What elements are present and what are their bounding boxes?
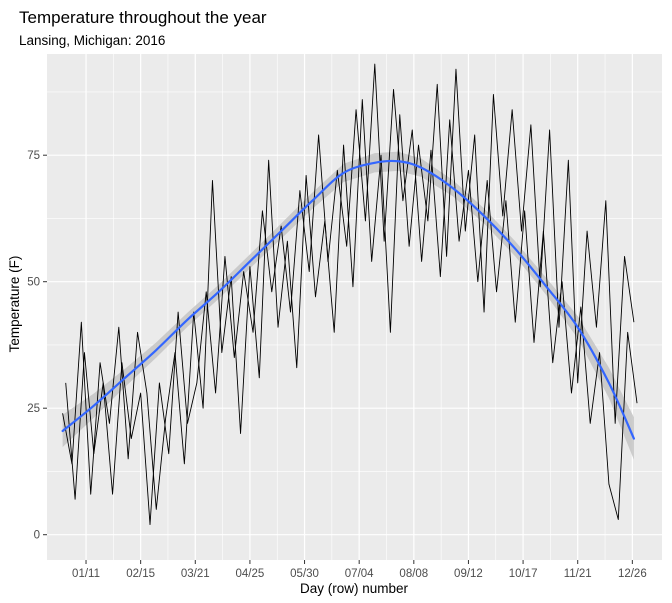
y-tick-label: 50 <box>27 277 40 289</box>
y-tick-label: 25 <box>27 403 40 415</box>
x-tick-label: 10/17 <box>509 568 538 580</box>
x-tick-label: 05/30 <box>290 568 319 580</box>
x-axis-title: Day (row) number <box>300 581 409 596</box>
smooth-trend-line <box>61 159 635 440</box>
chart-title: Temperature throughout the year <box>19 8 267 27</box>
temperature-line-2 <box>65 63 638 526</box>
y-tick-label: 0 <box>34 530 40 542</box>
chart-subtitle: Lansing, Michigan: 2016 <box>19 33 165 48</box>
x-tick-label: 09/12 <box>454 568 483 580</box>
x-tick-label: 11/21 <box>564 568 592 580</box>
series-layer <box>61 63 638 526</box>
axis-layer: 01/11 02/15 03/21 04/25 05/30 07/04 08/08 09/12… <box>27 150 647 580</box>
y-tick-label: 75 <box>27 150 40 162</box>
temperature-line-1 <box>62 68 635 510</box>
x-tick-label: 04/25 <box>236 568 265 580</box>
y-axis-title: Temperature (F) <box>7 256 22 353</box>
x-tick-label: 01/11 <box>72 568 100 580</box>
x-tick-label: 02/15 <box>126 568 155 580</box>
x-tick-label: 08/08 <box>399 568 428 580</box>
x-tick-label: 12/26 <box>618 568 647 580</box>
x-tick-label: 03/21 <box>181 568 210 580</box>
x-tick-label: 07/04 <box>345 568 374 580</box>
